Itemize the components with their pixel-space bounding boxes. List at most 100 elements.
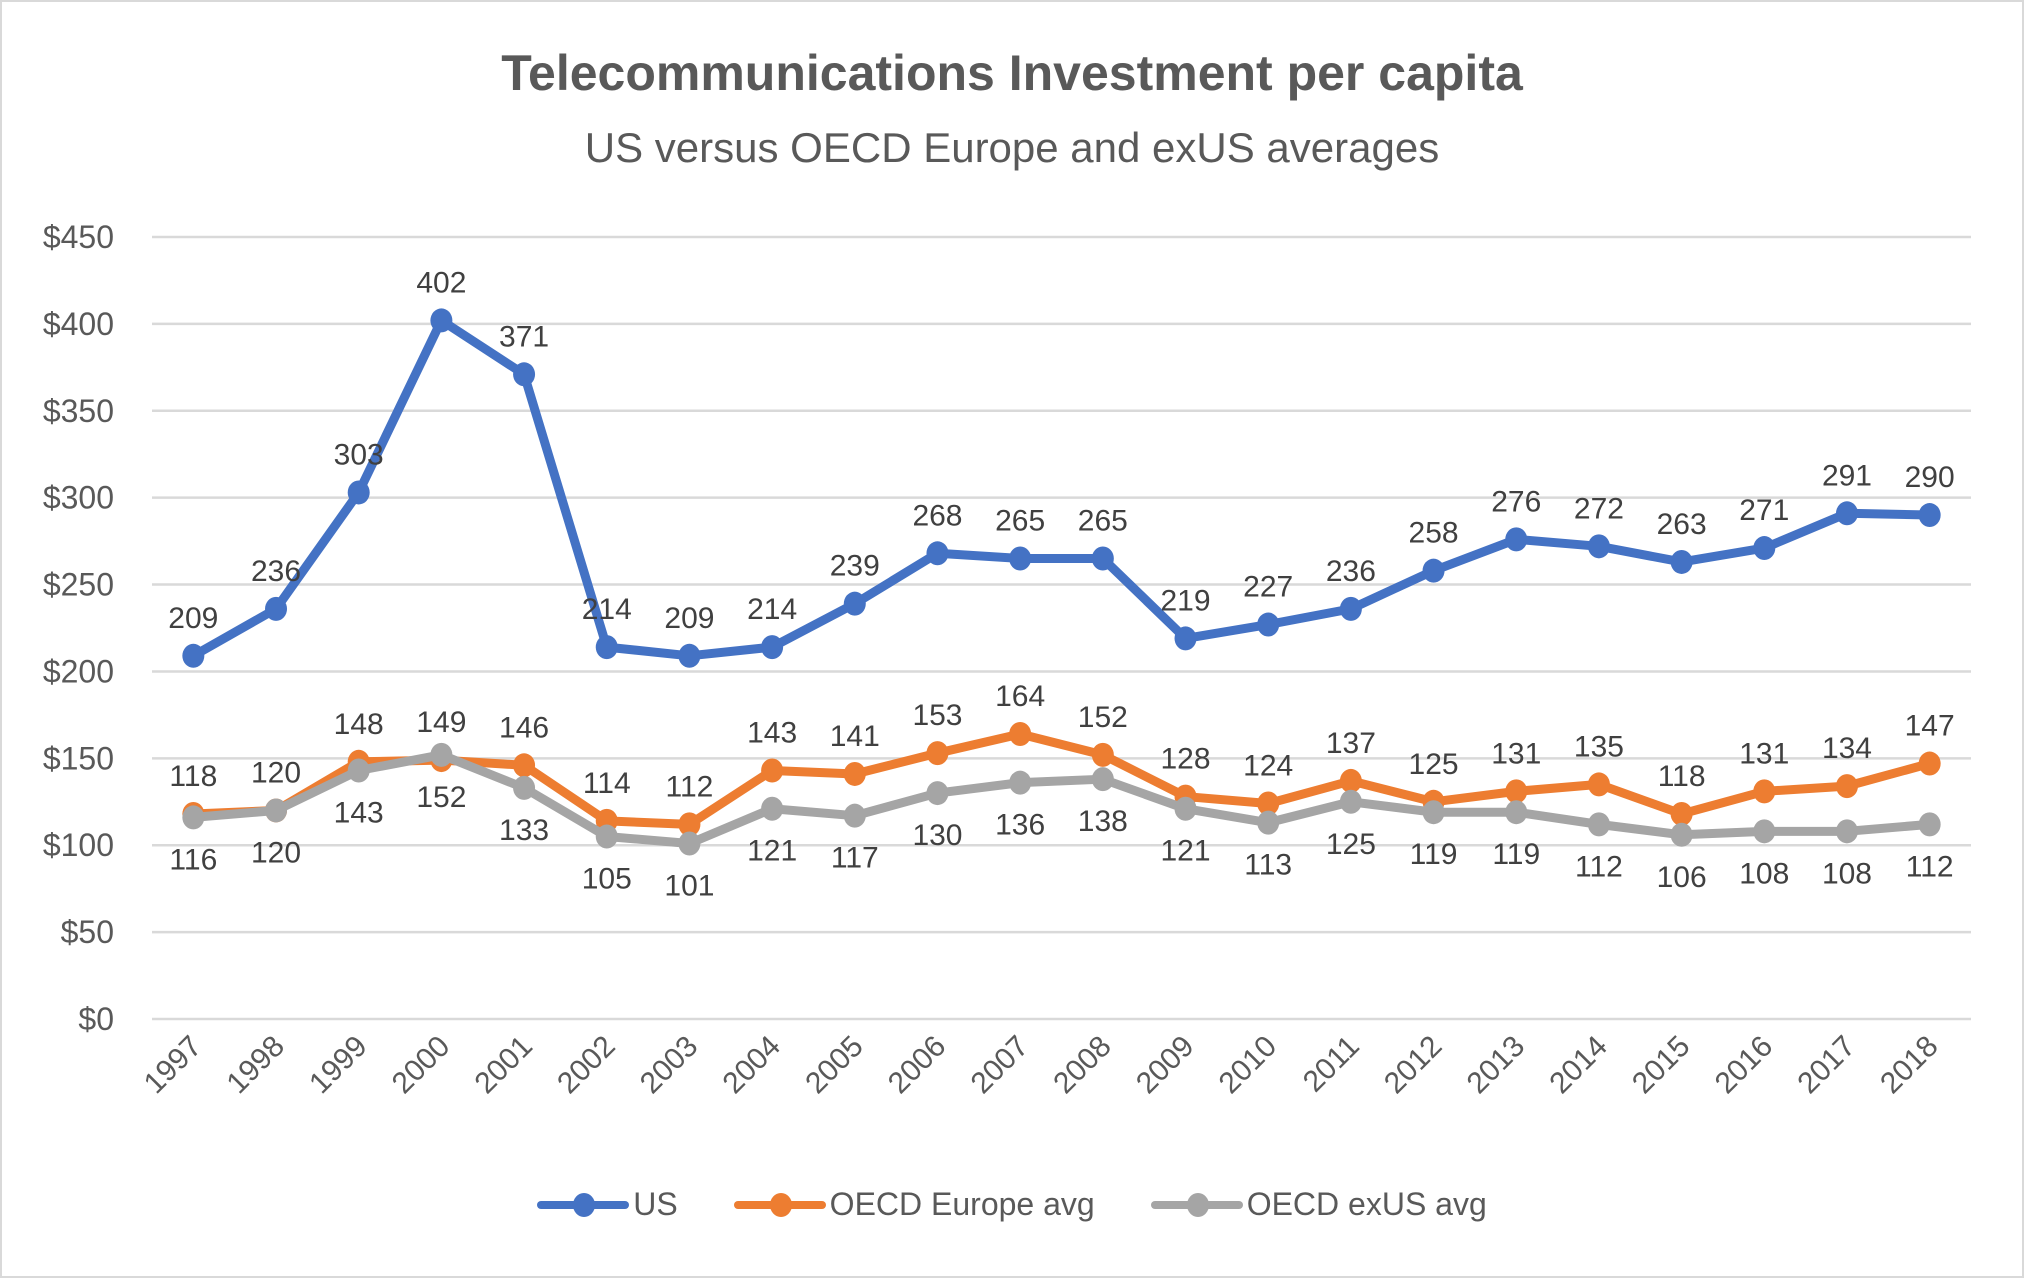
data-label: 303 <box>334 438 384 471</box>
x-tick-label: 2010 <box>1213 1030 1284 1101</box>
data-label: 143 <box>747 716 797 749</box>
data-label: 271 <box>1739 494 1789 527</box>
legend-item: OECD Europe avg <box>733 1186 1095 1223</box>
data-label: 138 <box>1078 805 1128 838</box>
data-label: 114 <box>583 767 631 800</box>
x-tick-label: 2015 <box>1626 1030 1697 1101</box>
data-label: 227 <box>1243 571 1293 604</box>
x-tick-label: 2011 <box>1297 1030 1366 1099</box>
data-label: 128 <box>1160 743 1210 776</box>
data-label: 219 <box>1160 584 1210 617</box>
data-point <box>678 812 701 837</box>
data-point <box>1505 800 1528 825</box>
x-tick-label: 2008 <box>1047 1030 1118 1101</box>
data-label: 291 <box>1822 459 1872 492</box>
data-point <box>1422 800 1445 825</box>
data-label: 258 <box>1409 517 1459 550</box>
data-point <box>1009 770 1032 795</box>
data-label: 124 <box>1243 750 1293 783</box>
data-point <box>1505 527 1528 552</box>
data-label: 106 <box>1657 861 1707 894</box>
data-label: 118 <box>1658 760 1706 793</box>
data-label: 263 <box>1657 508 1707 541</box>
line-chart: $0 $50 $100 $150 $200 $250 $300 $350 $400 $450 19… <box>43 219 1971 1101</box>
series-line <box>188 750 1935 848</box>
x-tick-label: 2016 <box>1709 1030 1780 1101</box>
data-label: 137 <box>1326 727 1376 760</box>
data-point <box>430 742 453 767</box>
y-axis-ticks: $0 $50 $100 $150 $200 $250 $300 $350 $400 $450 <box>43 219 114 1037</box>
data-point <box>761 758 784 783</box>
y-tick-label: $100 <box>43 827 114 863</box>
x-tick-label: 2017 <box>1791 1030 1862 1101</box>
data-label: 236 <box>1326 555 1376 588</box>
x-tick-label: 1999 <box>303 1030 374 1101</box>
data-label: 164 <box>995 680 1045 713</box>
chart-title: Telecommunications Investment per capita <box>501 45 1523 101</box>
legend-line-marker-icon <box>1150 1188 1243 1222</box>
data-label: 147 <box>1905 710 1955 743</box>
data-point <box>1670 549 1693 574</box>
data-point <box>265 596 288 621</box>
data-point <box>1587 812 1610 837</box>
data-label: 125 <box>1326 828 1376 861</box>
legend-item: OECD exUS avg <box>1150 1186 1487 1223</box>
data-point <box>1091 767 1114 792</box>
data-point <box>1009 546 1032 571</box>
series-us <box>182 308 1941 668</box>
x-tick-label: 2012 <box>1378 1030 1449 1101</box>
data-label: 105 <box>582 863 632 896</box>
data-point <box>1339 596 1362 621</box>
y-tick-label: $200 <box>43 653 114 689</box>
data-label: 130 <box>912 819 962 852</box>
data-label: 135 <box>1574 730 1624 763</box>
data-point <box>1753 819 1776 844</box>
data-point <box>182 805 205 830</box>
data-label: 133 <box>499 814 549 847</box>
y-tick-label: $450 <box>43 219 114 255</box>
data-point <box>182 643 205 668</box>
data-label: 152 <box>416 781 466 814</box>
legend-label: OECD exUS avg <box>1246 1186 1487 1222</box>
data-label: 239 <box>830 550 880 583</box>
data-label: 112 <box>1575 850 1623 883</box>
data-point <box>1174 626 1197 651</box>
data-point <box>1422 558 1445 583</box>
data-label: 120 <box>251 836 301 869</box>
data-label: 272 <box>1574 492 1624 525</box>
data-label: 149 <box>416 706 466 739</box>
data-point <box>1670 801 1693 826</box>
data-label: 265 <box>1078 504 1128 537</box>
data-label: 136 <box>995 809 1045 842</box>
data-point <box>926 541 949 566</box>
x-tick-label: 2004 <box>717 1030 788 1101</box>
data-point <box>513 775 536 800</box>
data-label: 276 <box>1491 485 1541 518</box>
data-label: 121 <box>1160 835 1210 868</box>
data-point <box>1918 751 1941 776</box>
data-label: 108 <box>1739 857 1789 890</box>
data-point <box>1339 768 1362 793</box>
data-label: 118 <box>169 760 217 793</box>
data-label: 119 <box>1410 838 1458 871</box>
legend-label: OECD Europe avg <box>829 1186 1095 1222</box>
series-line <box>188 729 1935 829</box>
data-label: 143 <box>334 796 384 829</box>
x-tick-label: 1998 <box>220 1030 291 1101</box>
x-tick-label: 2000 <box>386 1030 457 1101</box>
legend: US OECD Europe avg OECD exUS avg <box>0 1186 2024 1223</box>
y-tick-label: $400 <box>43 306 114 342</box>
x-axis-ticks: 1997 1998 1999 2000 2001 2002 2003 2004 2005 2006… <box>138 1030 1945 1101</box>
data-point <box>1339 789 1362 814</box>
x-tick-label: 2005 <box>799 1030 870 1101</box>
data-label: 268 <box>912 499 962 532</box>
data-label: 112 <box>666 770 714 803</box>
data-point <box>430 308 453 333</box>
legend-label: US <box>633 1186 678 1222</box>
data-point <box>1257 612 1280 637</box>
data-label: 146 <box>499 711 549 744</box>
data-label: 402 <box>416 266 466 299</box>
data-label: 236 <box>251 555 301 588</box>
data-label: 265 <box>995 504 1045 537</box>
legend-line-marker-icon <box>537 1188 630 1222</box>
